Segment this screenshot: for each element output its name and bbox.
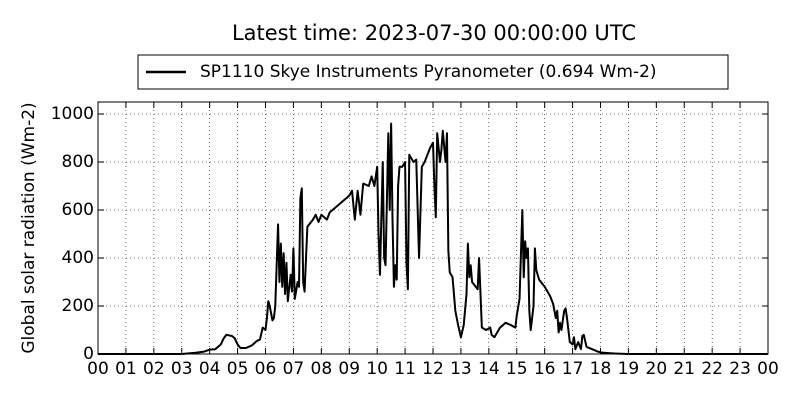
x-tick-label: 06 bbox=[255, 359, 277, 379]
x-tick-label: 18 bbox=[590, 359, 612, 379]
x-tick-label: 12 bbox=[422, 359, 444, 379]
legend bbox=[137, 54, 729, 90]
x-tick-label: 22 bbox=[701, 359, 723, 379]
x-tick-label: 14 bbox=[478, 359, 500, 379]
x-tick-label: 02 bbox=[143, 359, 165, 379]
x-tick-label: 09 bbox=[338, 359, 360, 379]
x-tick-label: 00 bbox=[757, 359, 779, 379]
y-tick-label: 0 bbox=[83, 344, 94, 364]
x-tick-label: 11 bbox=[394, 359, 416, 379]
plot-frame bbox=[97, 101, 769, 355]
x-tick-label: 15 bbox=[506, 359, 528, 379]
x-tick-label: 19 bbox=[618, 359, 640, 379]
x-tick-label: 07 bbox=[283, 359, 305, 379]
y-tick-label: 400 bbox=[62, 248, 94, 268]
x-tick-label: 05 bbox=[227, 359, 249, 379]
series-line bbox=[98, 122, 768, 355]
y-axis-label: Global solar radiation (Wm-2) bbox=[19, 102, 39, 353]
x-tick-label: 10 bbox=[366, 359, 388, 379]
y-tick-label: 200 bbox=[62, 296, 94, 316]
y-tick-label: 1000 bbox=[51, 104, 94, 124]
x-tick-label: 00 bbox=[87, 359, 109, 379]
x-tick-label: 08 bbox=[311, 359, 333, 379]
y-tick-label: 600 bbox=[62, 200, 94, 220]
y-tick-label: 800 bbox=[62, 152, 94, 172]
x-tick-label: 04 bbox=[199, 359, 221, 379]
x-tick-label: 21 bbox=[673, 359, 695, 379]
legend-label: SP1110 Skye Instruments Pyranometer (0.6… bbox=[200, 62, 657, 82]
x-tick-label: 01 bbox=[115, 359, 137, 379]
x-tick-label: 16 bbox=[534, 359, 556, 379]
chart-title: Latest time: 2023-07-30 00:00:00 UTC bbox=[232, 21, 636, 45]
x-tick-label: 17 bbox=[562, 359, 584, 379]
x-tick-label: 20 bbox=[646, 359, 668, 379]
x-tick-label: 23 bbox=[729, 359, 751, 379]
x-tick-label: 13 bbox=[450, 359, 472, 379]
x-tick-label: 03 bbox=[171, 359, 193, 379]
